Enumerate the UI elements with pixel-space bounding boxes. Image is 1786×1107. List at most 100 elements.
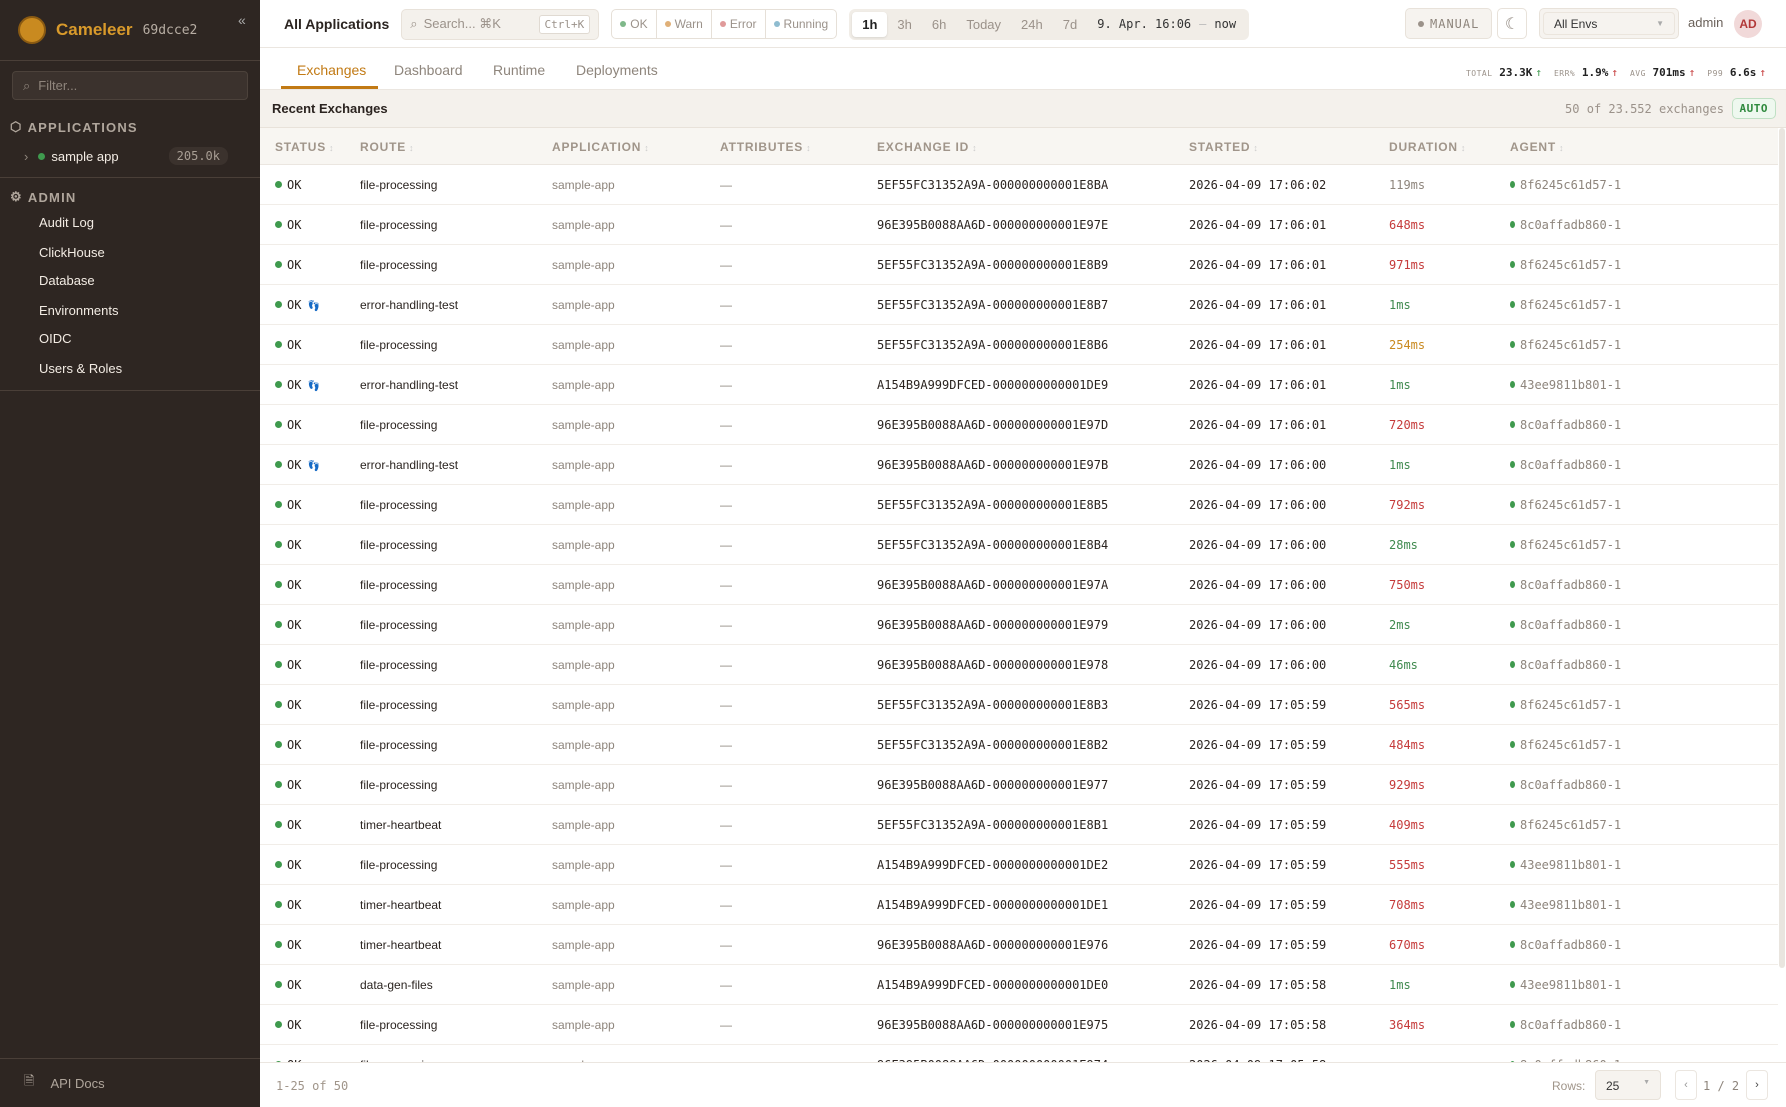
- agent-cell[interactable]: 8f6245c61d57-1: [1510, 298, 1621, 312]
- exchange-id-cell[interactable]: 96E395B0088AA6D-000000000001E976: [877, 938, 1109, 952]
- table-row[interactable]: OK file-processing sample-app — 96E395B0088A…: [260, 1045, 1778, 1062]
- column-header-route[interactable]: ROUTE ↕: [360, 140, 414, 154]
- filter-input[interactable]: ⌕ Filter...: [12, 71, 248, 100]
- exchange-id-cell[interactable]: 5EF55FC31352A9A-000000000001E8B2: [877, 738, 1109, 752]
- refresh-mode-button[interactable]: MANUAL: [1405, 8, 1493, 39]
- column-header-application[interactable]: APPLICATION ↕: [552, 140, 650, 154]
- table-row[interactable]: OK 👣 error-handling-test sample-app — A154B9A…: [260, 365, 1778, 405]
- column-header-agent[interactable]: AGENT ↕: [1510, 140, 1564, 154]
- sidebar-item-clickhouse[interactable]: ClickHouse: [39, 245, 105, 260]
- agent-cell[interactable]: 8c0affadb860-1: [1510, 938, 1621, 952]
- sidebar-app-sample-app[interactable]: › sample app 205.0k: [24, 145, 228, 167]
- brand[interactable]: Cameleer 69dcce2: [18, 16, 197, 44]
- rows-per-page-select[interactable]: 25 ▼: [1595, 1070, 1661, 1100]
- table-row[interactable]: OK timer-heartbeat sample-app — 96E395B0088A…: [260, 925, 1778, 965]
- table-row[interactable]: OK file-processing sample-app — A154B9A999DF…: [260, 845, 1778, 885]
- table-scrollbar[interactable]: [1779, 128, 1785, 968]
- prev-page-button[interactable]: ‹: [1675, 1070, 1697, 1100]
- agent-cell[interactable]: 43ee9811b801-1: [1510, 898, 1621, 912]
- status-filter-running[interactable]: Running: [766, 10, 837, 38]
- agent-cell[interactable]: 43ee9811b801-1: [1510, 378, 1621, 392]
- agent-cell[interactable]: 8c0affadb860-1: [1510, 418, 1621, 432]
- table-row[interactable]: OK timer-heartbeat sample-app — A154B9A999DF…: [260, 885, 1778, 925]
- status-filter-warn[interactable]: Warn: [657, 10, 712, 38]
- agent-cell[interactable]: 8f6245c61d57-1: [1510, 498, 1621, 512]
- sidebar-item-users-roles[interactable]: Users & Roles: [39, 361, 123, 376]
- time-range-24h[interactable]: 24h: [1021, 16, 1043, 32]
- table-row[interactable]: OK timer-heartbeat sample-app — 5EF55FC31352…: [260, 805, 1778, 845]
- exchange-id-cell[interactable]: A154B9A999DFCED-0000000000001DE9: [877, 378, 1109, 392]
- agent-cell[interactable]: 43ee9811b801-1: [1510, 978, 1621, 992]
- sidebar-item-database[interactable]: Database: [39, 273, 95, 288]
- time-range-7d[interactable]: 7d: [1062, 16, 1078, 32]
- table-row[interactable]: OK file-processing sample-app — 96E395B0088A…: [260, 765, 1778, 805]
- status-filter-error[interactable]: Error: [712, 10, 766, 38]
- agent-cell[interactable]: 8c0affadb860-1: [1510, 778, 1621, 792]
- exchange-id-cell[interactable]: 5EF55FC31352A9A-000000000001E8B5: [877, 498, 1109, 512]
- table-row[interactable]: OK 👣 error-handling-test sample-app — 5EF55FC…: [260, 285, 1778, 325]
- exchange-id-cell[interactable]: 5EF55FC31352A9A-000000000001E8B4: [877, 538, 1109, 552]
- agent-cell[interactable]: 8c0affadb860-1: [1510, 658, 1621, 672]
- exchange-id-cell[interactable]: 5EF55FC31352A9A-000000000001E8B3: [877, 698, 1109, 712]
- tab-deployments[interactable]: Deployments: [576, 62, 658, 78]
- exchange-id-cell[interactable]: 96E395B0088AA6D-000000000001E974: [877, 1058, 1108, 1062]
- auto-refresh-badge[interactable]: AUTO: [1731, 98, 1776, 119]
- tab-exchanges[interactable]: Exchanges: [297, 62, 367, 78]
- sidebar-item-oidc[interactable]: OIDC: [39, 331, 72, 346]
- exchange-id-cell[interactable]: 96E395B0088AA6D-000000000001E978: [877, 658, 1109, 672]
- table-row[interactable]: OK file-processing sample-app — 96E395B0088A…: [260, 1005, 1778, 1045]
- table-row[interactable]: OK data-gen-files sample-app — A154B9A999DFC…: [260, 965, 1778, 1005]
- exchange-id-cell[interactable]: 96E395B0088AA6D-000000000001E97E: [877, 218, 1109, 232]
- tab-runtime[interactable]: Runtime: [493, 62, 546, 78]
- time-range-3h[interactable]: 3h: [897, 16, 912, 32]
- table-row[interactable]: OK file-processing sample-app — 5EF55FC31352…: [260, 725, 1778, 765]
- agent-cell[interactable]: 8f6245c61d57-1: [1510, 178, 1621, 192]
- exchange-id-cell[interactable]: 96E395B0088AA6D-000000000001E975: [877, 1018, 1109, 1032]
- table-row[interactable]: OK file-processing sample-app — 96E395B0088A…: [260, 605, 1778, 645]
- agent-cell[interactable]: 8c0affadb860-1: [1510, 578, 1621, 592]
- column-header-started[interactable]: STARTED ↕: [1189, 140, 1259, 154]
- exchange-id-cell[interactable]: 96E395B0088AA6D-000000000001E97B: [877, 458, 1109, 472]
- column-header-attributes[interactable]: ATTRIBUTES ↕: [720, 140, 811, 154]
- column-header-exchange-id[interactable]: EXCHANGE ID ↕: [877, 140, 977, 154]
- exchange-id-cell[interactable]: 5EF55FC31352A9A-000000000001E8B7: [877, 298, 1109, 312]
- time-range-today[interactable]: Today: [966, 16, 1002, 32]
- time-range-1h[interactable]: 1h: [852, 11, 888, 37]
- avatar[interactable]: AD: [1734, 10, 1762, 38]
- next-page-button[interactable]: ›: [1746, 1070, 1768, 1100]
- table-row[interactable]: OK file-processing sample-app — 96E395B0088A…: [260, 645, 1778, 685]
- agent-cell[interactable]: 8c0affadb860-1: [1510, 618, 1621, 632]
- status-filter-ok[interactable]: OK: [612, 10, 657, 38]
- agent-cell[interactable]: 8f6245c61d57-1: [1510, 738, 1621, 752]
- exchange-id-cell[interactable]: 5EF55FC31352A9A-000000000001E8B1: [877, 818, 1109, 832]
- time-range-6h[interactable]: 6h: [931, 16, 947, 32]
- applications-section-header[interactable]: ⬡ APPLICATIONS: [10, 119, 138, 135]
- admin-section-header[interactable]: ⚙ ADMIN: [10, 189, 76, 205]
- agent-cell[interactable]: 8c0affadb860-1: [1510, 218, 1621, 232]
- agent-cell[interactable]: 8f6245c61d57-1: [1510, 698, 1621, 712]
- search-input[interactable]: ⌕ Search... ⌘K Ctrl+K: [401, 8, 600, 40]
- agent-cell[interactable]: 8f6245c61d57-1: [1510, 338, 1621, 352]
- agent-cell[interactable]: 8f6245c61d57-1: [1510, 258, 1621, 272]
- table-row[interactable]: OK file-processing sample-app — 96E395B0088A…: [260, 205, 1778, 245]
- table-row[interactable]: OK file-processing sample-app — 5EF55FC31352…: [260, 325, 1778, 365]
- table-row[interactable]: OK file-processing sample-app — 5EF55FC31352…: [260, 245, 1778, 285]
- agent-cell[interactable]: 8c0affadb860-1: [1510, 1058, 1621, 1062]
- api-docs-link[interactable]: 🗎 API Docs: [24, 1072, 105, 1094]
- exchange-id-cell[interactable]: 5EF55FC31352A9A-000000000001E8B9: [877, 258, 1109, 272]
- sidebar-item-audit-log[interactable]: Audit Log: [39, 215, 94, 230]
- exchange-id-cell[interactable]: 96E395B0088AA6D-000000000001E977: [877, 778, 1109, 792]
- table-row[interactable]: OK file-processing sample-app — 96E395B0088A…: [260, 565, 1778, 605]
- column-header-duration[interactable]: DURATION ↕: [1389, 140, 1466, 154]
- exchange-id-cell[interactable]: A154B9A999DFCED-0000000000001DE0: [877, 978, 1109, 992]
- table-row[interactable]: OK file-processing sample-app — 5EF55FC31352…: [260, 525, 1778, 565]
- exchange-id-cell[interactable]: 96E395B0088AA6D-000000000001E979: [877, 618, 1109, 632]
- sidebar-item-environments[interactable]: Environments: [39, 303, 119, 318]
- environment-select[interactable]: All Envs ▼: [1539, 8, 1679, 39]
- table-row[interactable]: OK file-processing sample-app — 5EF55FC31352…: [260, 685, 1778, 725]
- agent-cell[interactable]: 8f6245c61d57-1: [1510, 538, 1621, 552]
- table-row[interactable]: OK file-processing sample-app — 5EF55FC31352…: [260, 165, 1778, 205]
- column-header-status[interactable]: STATUS ↕: [275, 140, 334, 154]
- theme-toggle-button[interactable]: ☾: [1497, 8, 1527, 39]
- table-row[interactable]: OK 👣 error-handling-test sample-app — 96E395B…: [260, 445, 1778, 485]
